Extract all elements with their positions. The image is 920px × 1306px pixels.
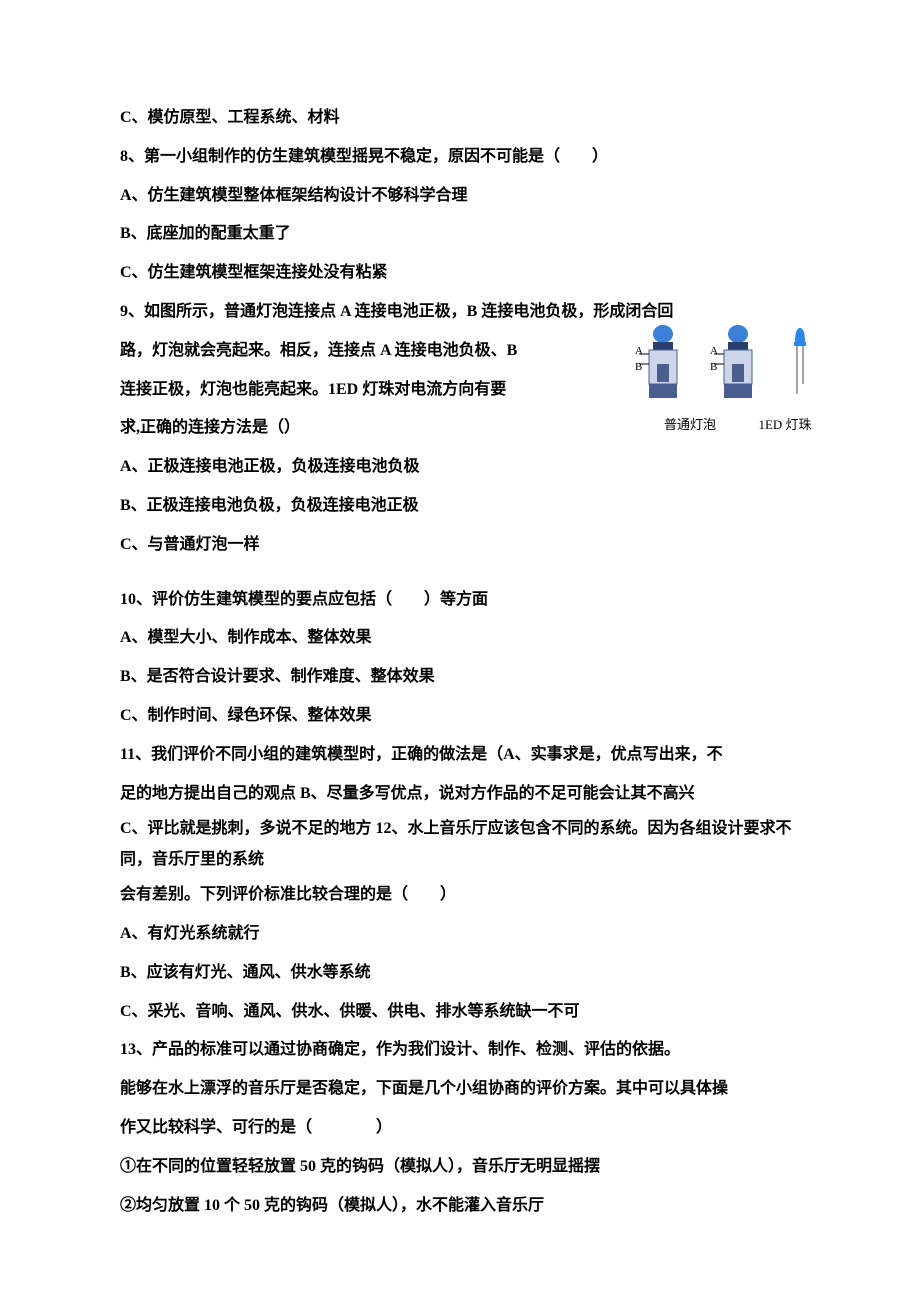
q11-c-q12-stem: C、评比就是挑刺，多说不足的地方 12、水上音乐厅应该包含不同的系统。因为各组设… — [120, 814, 810, 875]
q10-option-c: C、制作时间、绿色环保、整体效果 — [120, 698, 810, 735]
q9-option-c: C、与普通灯泡一样 — [120, 527, 810, 564]
figure-label-bulb: 普通灯泡 — [630, 410, 750, 440]
q13-option-2: ②均匀放置 10 个 50 克的钩码（模拟人），水不能灌入音乐厅 — [120, 1188, 810, 1225]
q10-stem: 10、评价仿生建筑模型的要点应包括（ ）等方面 — [120, 582, 810, 619]
q9-stem-line3: 连接正极，灯泡也能亮起来。1ED 灯珠对电流方向有要 — [120, 372, 600, 409]
q13-stem-line1: 13、产品的标准可以通过协商确定，作为我们设计、制作、检测、评估的依据。 — [120, 1032, 810, 1069]
figure-label-led: 1ED 灯珠 — [750, 410, 820, 440]
q7-option-c: C、模仿原型、工程系统、材料 — [120, 100, 810, 137]
q9-option-a: A、正极连接电池正极，负极连接电池负极 — [120, 449, 810, 486]
q13-stem-line2: 能够在水上漂浮的音乐厅是否稳定，下面是几个小组协商的评价方案。其中可以具体操 — [120, 1071, 810, 1108]
q13-option-1: ①在不同的位置轻轻放置 50 克的钩码（模拟人），音乐厅无明显摇摆 — [120, 1149, 810, 1186]
q11-stem-line1: 11、我们评价不同小组的建筑模型时，正确的做法是（A、实事求是，优点写出来，不 — [120, 737, 810, 774]
q8-option-b: B、底座加的配重太重了 — [120, 216, 810, 253]
q13-stem-line3: 作又比较科学、可行的是（ ） — [120, 1110, 810, 1147]
q9-stem-line4: 求,正确的连接方法是（） — [120, 410, 600, 447]
q9-stem-line2: 路，灯泡就会亮起来。相反，连接点 A 连接电池负极、B — [120, 333, 600, 370]
q12-option-b: B、应该有灯光、通风、供水等系统 — [120, 955, 810, 992]
q12-option-c: C、采光、音响、通风、供水、供暖、供电、排水等系统缺一不可 — [120, 994, 810, 1031]
bulb-label-b: B — [635, 361, 642, 373]
q10-option-b: B、是否符合设计要求、制作难度、整体效果 — [120, 659, 810, 696]
q12-stem-line2: 会有差别。下列评价标准比较合理的是（ ） — [120, 877, 810, 914]
led-icon — [785, 324, 815, 404]
q12-option-a: A、有灯光系统就行 — [120, 916, 810, 953]
q11-stem-line2: 足的地方提出自己的观点 B、尽量多写优点，说对方作品的不足可能会让其不高兴 — [120, 776, 810, 813]
led-unit — [780, 324, 820, 404]
bulb-label-a: A — [710, 345, 718, 357]
q9-figure: A B A B — [620, 324, 830, 440]
bulb-unit-2: A B — [705, 324, 765, 404]
q8-stem: 8、第一小组制作的仿生建筑模型摇晃不稳定，原因不可能是（ ） — [120, 139, 810, 176]
q9-option-b: B、正极连接电池负极，负极连接电池正极 — [120, 488, 810, 525]
bulb-label-a: A — [635, 345, 643, 357]
q9-block: 9、如图所示，普通灯泡连接点 A 连接电池正极，B 连接电池负极，形成闭合回 路… — [120, 294, 810, 564]
q10-option-a: A、模型大小、制作成本、整体效果 — [120, 620, 810, 657]
bulb-icon: A B — [710, 324, 760, 404]
bulb-icon: A B — [635, 324, 685, 404]
q8-option-a: A、仿生建筑模型整体框架结构设计不够科学合理 — [120, 178, 810, 215]
q8-option-c: C、仿生建筑模型框架连接处没有粘紧 — [120, 255, 810, 292]
bulb-unit-1: A B — [630, 324, 690, 404]
bulb-label-b: B — [710, 361, 717, 373]
